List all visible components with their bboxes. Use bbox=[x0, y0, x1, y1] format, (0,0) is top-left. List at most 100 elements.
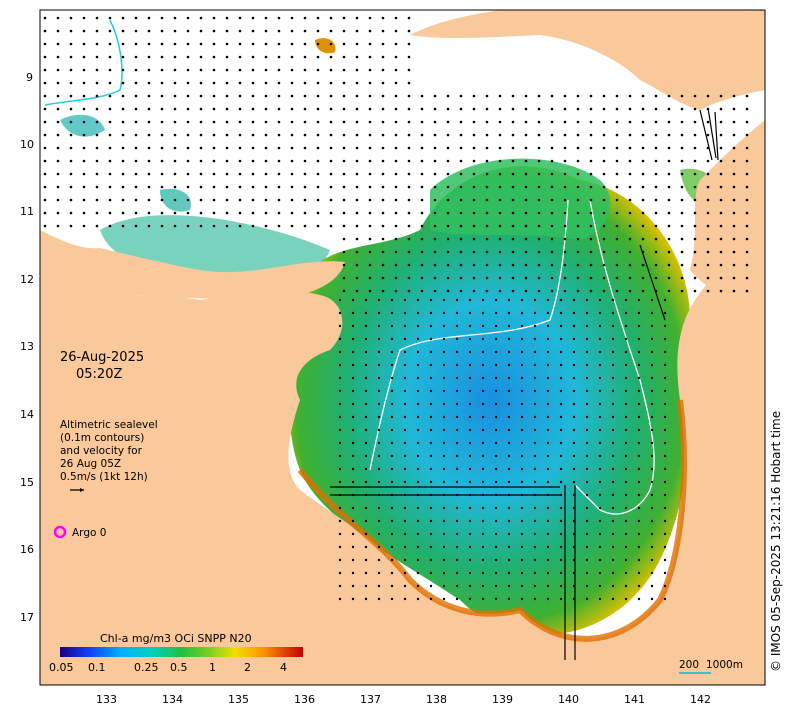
velocity-dot bbox=[745, 276, 749, 280]
velocity-dot bbox=[303, 172, 307, 176]
velocity-dot bbox=[355, 68, 359, 72]
velocity-dot bbox=[95, 185, 99, 189]
velocity-dot bbox=[693, 107, 697, 111]
velocity-dot bbox=[433, 159, 437, 163]
velocity-dot bbox=[494, 519, 498, 523]
velocity-dot bbox=[420, 185, 424, 189]
velocity-dot bbox=[524, 198, 528, 202]
velocity-dot bbox=[507, 415, 511, 419]
velocity-dot bbox=[455, 545, 459, 549]
velocity-dot bbox=[446, 198, 450, 202]
velocity-dot bbox=[108, 120, 112, 124]
velocity-dot bbox=[546, 415, 550, 419]
velocity-dot bbox=[507, 454, 511, 458]
velocity-dot bbox=[615, 107, 619, 111]
velocity-dot bbox=[416, 467, 420, 471]
velocity-dot bbox=[43, 68, 47, 72]
velocity-dot bbox=[485, 185, 489, 189]
velocity-dot bbox=[706, 185, 710, 189]
x-tick: 135 bbox=[228, 693, 249, 706]
velocity-dot bbox=[173, 29, 177, 33]
velocity-dot bbox=[95, 16, 99, 20]
velocity-dot bbox=[472, 94, 476, 98]
velocity-dot bbox=[546, 545, 550, 549]
velocity-dot bbox=[147, 133, 151, 137]
velocity-dot bbox=[598, 324, 602, 328]
velocity-dot bbox=[355, 120, 359, 124]
velocity-dot bbox=[485, 211, 489, 215]
velocity-dot bbox=[69, 120, 73, 124]
velocity-dot bbox=[446, 159, 450, 163]
velocity-dot bbox=[303, 211, 307, 215]
velocity-dot bbox=[546, 363, 550, 367]
velocity-dot bbox=[251, 120, 255, 124]
x-axis: 133 134 135 136 137 138 139 140 141 142 bbox=[96, 693, 711, 706]
velocity-dot bbox=[498, 185, 502, 189]
velocity-dot bbox=[160, 172, 164, 176]
velocity-dot bbox=[56, 159, 60, 163]
velocity-dot bbox=[494, 324, 498, 328]
velocity-dot bbox=[121, 159, 125, 163]
velocity-dot bbox=[602, 289, 606, 293]
velocity-dot bbox=[303, 42, 307, 46]
velocity-dot bbox=[589, 263, 593, 267]
velocity-dot bbox=[69, 55, 73, 59]
velocity-dot bbox=[225, 42, 229, 46]
velocity-dot bbox=[238, 211, 242, 215]
velocity-dot bbox=[611, 545, 615, 549]
velocity-dot bbox=[303, 55, 307, 59]
velocity-dot bbox=[355, 185, 359, 189]
velocity-dot bbox=[680, 250, 684, 254]
velocity-dot bbox=[446, 211, 450, 215]
velocity-dot bbox=[650, 571, 654, 575]
velocity-dot bbox=[342, 68, 346, 72]
velocity-dot bbox=[134, 120, 138, 124]
velocity-dot bbox=[186, 133, 190, 137]
velocity-dot bbox=[498, 276, 502, 280]
velocity-dot bbox=[598, 571, 602, 575]
velocity-dot bbox=[416, 545, 420, 549]
velocity-dot bbox=[637, 558, 641, 562]
velocity-dot bbox=[719, 133, 723, 137]
velocity-dot bbox=[468, 558, 472, 562]
velocity-dot bbox=[468, 493, 472, 497]
velocity-dot bbox=[364, 558, 368, 562]
velocity-dot bbox=[351, 298, 355, 302]
velocity-dot bbox=[494, 506, 498, 510]
velocity-dot bbox=[455, 571, 459, 575]
velocity-dot bbox=[611, 584, 615, 588]
velocity-dot bbox=[342, 120, 346, 124]
velocity-dot bbox=[533, 376, 537, 380]
velocity-dot bbox=[329, 198, 333, 202]
velocity-dot bbox=[732, 133, 736, 137]
velocity-dot bbox=[43, 107, 47, 111]
velocity-dot bbox=[481, 467, 485, 471]
velocity-dot bbox=[342, 146, 346, 150]
velocity-dot bbox=[468, 337, 472, 341]
velocity-dot bbox=[43, 146, 47, 150]
velocity-dot bbox=[381, 42, 385, 46]
velocity-dot bbox=[598, 376, 602, 380]
velocity-dot bbox=[615, 159, 619, 163]
velocity-dot bbox=[589, 133, 593, 137]
velocity-dot bbox=[494, 415, 498, 419]
argo-label: Argo 0 bbox=[72, 527, 106, 539]
velocity-dot bbox=[251, 107, 255, 111]
velocity-dot bbox=[628, 120, 632, 124]
velocity-dot bbox=[611, 415, 615, 419]
velocity-dot bbox=[442, 597, 446, 601]
velocity-dot bbox=[507, 311, 511, 315]
velocity-dot bbox=[706, 211, 710, 215]
velocity-dot bbox=[173, 16, 177, 20]
velocity-dot bbox=[485, 263, 489, 267]
velocity-dot bbox=[680, 224, 684, 228]
velocity-dot bbox=[624, 376, 628, 380]
velocity-dot bbox=[199, 107, 203, 111]
velocity-dot bbox=[615, 289, 619, 293]
velocity-dot bbox=[429, 584, 433, 588]
velocity-dot bbox=[416, 571, 420, 575]
velocity-dot bbox=[563, 94, 567, 98]
velocity-dot bbox=[745, 237, 749, 241]
velocity-dot bbox=[507, 571, 511, 575]
velocity-dot bbox=[533, 298, 537, 302]
